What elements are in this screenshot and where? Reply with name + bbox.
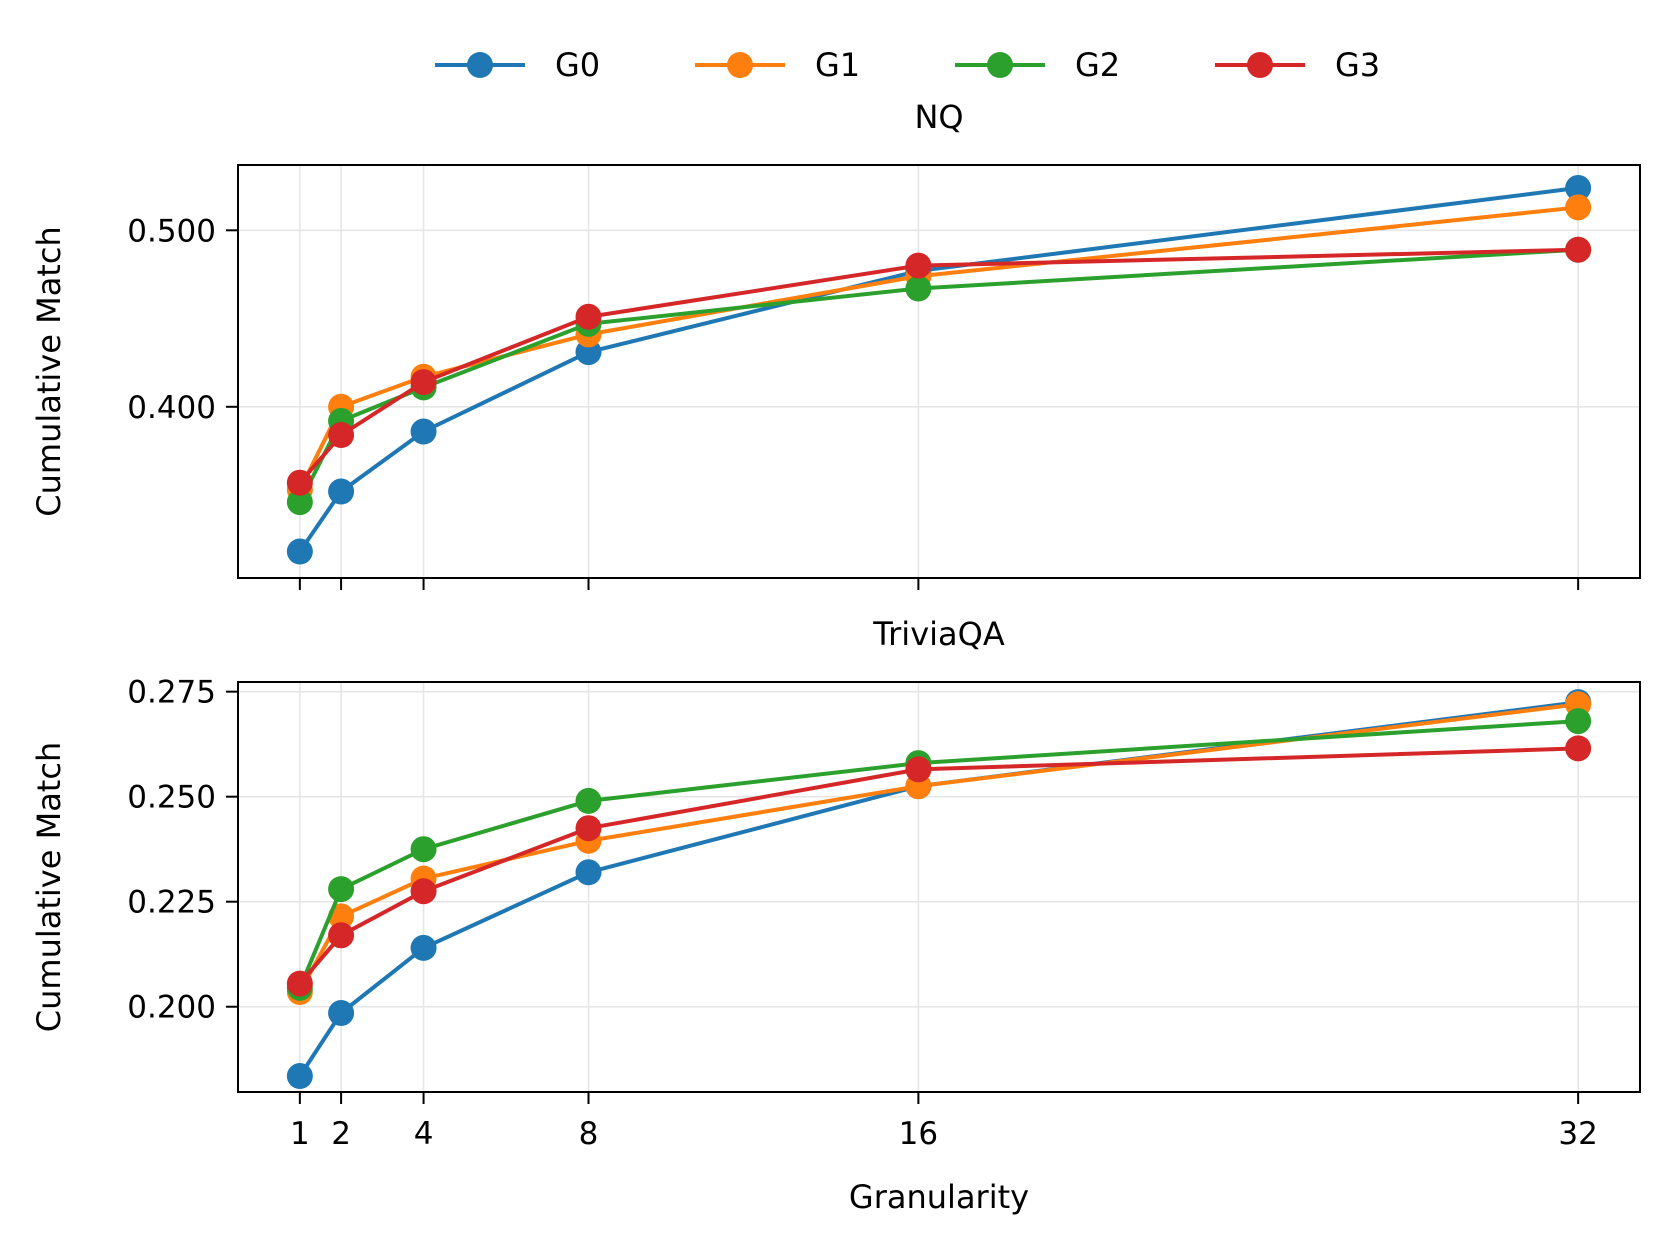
data-point [410,369,437,396]
x-tick-label: 4 [414,1116,434,1152]
y-tick-label: 0.400 [127,390,216,426]
x-tick-label: 16 [899,1116,938,1152]
plot-frame [237,164,1641,579]
legend-label: G1 [815,46,860,84]
legend-swatch-marker [1247,52,1273,78]
data-point [575,787,602,814]
data-point [286,489,313,516]
legend-item-g1: G1 [695,46,860,84]
legend-swatch-marker [467,52,493,78]
panel-title: TriviaQA [872,615,1005,653]
legend-item-g0: G0 [435,46,600,84]
series-line [298,719,1579,989]
data-point [1565,735,1592,762]
data-point [410,836,437,863]
legend-label: G0 [555,46,600,84]
data-point [575,859,602,886]
x-axis-label: Granularity [849,1178,1029,1216]
legend-item-g3: G3 [1215,46,1380,84]
series-g3 [286,735,1592,997]
data-point [575,303,602,330]
panel-triviaqa: TriviaQA 1 2 4 8 16 32 0.200 0.225 0.250 0.275 Cumu… [30,615,1641,1152]
data-point [410,418,437,445]
legend-swatch-marker [987,52,1013,78]
data-point [328,422,355,449]
data-point [1565,174,1592,201]
y-tick-label: 0.200 [127,990,216,1026]
x-tick-label: 32 [1558,1116,1597,1152]
legend-label: G3 [1335,46,1380,84]
data-point [410,934,437,961]
series-line [298,247,1579,485]
data-point [1565,236,1592,263]
y-tick-label: 0.225 [127,885,216,921]
data-point [1565,194,1592,221]
legend-item-g2: G2 [955,46,1120,84]
series-line [298,185,1579,553]
x-tick-label: 1 [290,1116,310,1152]
data-point [905,252,932,279]
series-g0 [286,689,1592,1090]
data-point [286,469,313,496]
data-point [1565,708,1592,735]
y-axis-label: Cumulative Match [30,742,68,1032]
series-line [298,702,1579,993]
data-point [410,878,437,905]
y-tick-label: 0.250 [127,780,216,816]
series-g1 [286,691,1592,1006]
x-tick-label: 2 [331,1116,351,1152]
series-g2 [286,236,1592,516]
legend-swatch-marker [727,52,753,78]
panel-title: NQ [914,98,963,136]
series-g3 [286,236,1592,496]
legend-label: G2 [1075,46,1120,84]
panel-nq: NQ 0.400 0.500 Cumulative Match [30,98,1641,590]
data-point [328,903,355,930]
y-tick-label: 0.275 [127,675,216,711]
chart-legend: G0 G1 G2 G3 [435,46,1380,84]
series-g1 [286,194,1592,503]
series-line [298,700,1579,1078]
data-point [328,478,355,505]
y-axis-label: Cumulative Match [30,226,68,516]
x-tick-label: 8 [579,1116,599,1152]
data-point [905,756,932,783]
series-line [298,247,1579,504]
data-point [905,275,932,302]
series-g2 [286,708,1592,1001]
series-g0 [286,174,1592,565]
data-point [328,876,355,903]
plot-frame [237,681,1641,1093]
data-point [286,970,313,997]
data-point [575,815,602,842]
data-point [328,922,355,949]
data-point [286,1063,313,1090]
data-point [286,538,313,565]
y-tick-label: 0.500 [127,213,216,249]
data-point [328,1000,355,1027]
series-line [298,205,1579,491]
